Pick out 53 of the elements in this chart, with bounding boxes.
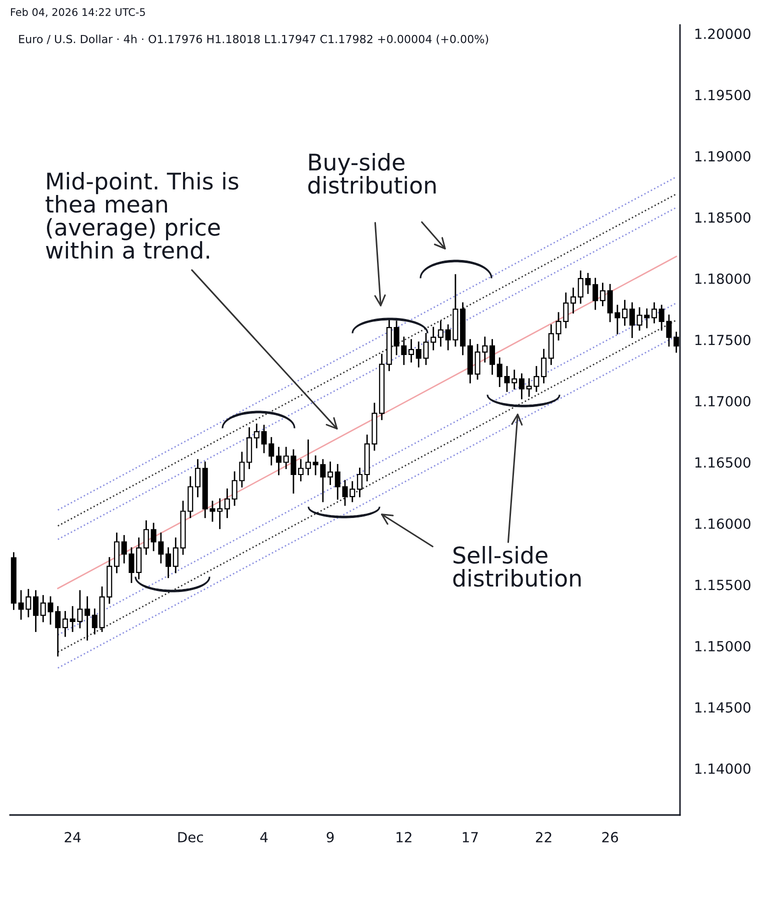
y-tick-label: 1.14000 xyxy=(695,763,750,774)
x-tick-label: 4 xyxy=(260,832,268,842)
candlestick xyxy=(570,288,576,314)
candlestick xyxy=(276,446,282,476)
candlestick xyxy=(438,320,444,347)
y-tick-label: 1.16500 xyxy=(695,457,750,468)
candlestick xyxy=(651,302,657,324)
candlestick xyxy=(33,590,39,632)
y-tick-label: 1.16000 xyxy=(695,518,750,529)
candlestick xyxy=(298,459,304,482)
candlestick xyxy=(217,498,223,530)
y-tick-label: 1.18000 xyxy=(695,274,750,284)
candlestick xyxy=(328,462,334,485)
y-tick-label: 1.15500 xyxy=(695,580,750,590)
candlestick xyxy=(84,596,90,641)
candlestick xyxy=(62,610,68,637)
candlestick xyxy=(600,282,606,306)
annotation: Mid-point. This is thea mean (average) price within a trend. xyxy=(46,172,238,259)
y-tick-label: 1.15000 xyxy=(695,640,750,652)
x-tick-label: 24 xyxy=(64,832,81,842)
candlestick xyxy=(92,608,98,634)
x-tick-label: 26 xyxy=(602,832,618,842)
y-tick-label: 1.19000 xyxy=(695,151,750,162)
x-tick-label: 12 xyxy=(396,832,412,842)
candlestick xyxy=(592,278,598,310)
candlestick xyxy=(305,440,311,476)
y-tick-label: 1.19500 xyxy=(695,90,750,100)
candlestick xyxy=(541,348,547,384)
candlestick xyxy=(622,300,628,326)
candlestick xyxy=(143,520,149,555)
candlestick xyxy=(356,468,362,498)
annotation: Sell-side distribution xyxy=(453,546,581,587)
y-tick-label: 1.18500 xyxy=(695,212,750,223)
candlestick xyxy=(224,488,230,518)
candlestick xyxy=(194,459,201,498)
y-tick-label: 1.14500 xyxy=(695,702,750,713)
candlestick xyxy=(172,538,178,574)
y-tick-label: 1.20000 xyxy=(695,28,750,40)
y-tick-label: 1.17500 xyxy=(695,334,750,346)
x-tick-label: 9 xyxy=(326,832,334,842)
y-tick-label: 1.17000 xyxy=(695,396,750,406)
x-tick-label: 17 xyxy=(462,832,478,842)
candlestick xyxy=(674,332,680,353)
candlestick xyxy=(512,370,518,390)
chart-subtitle: Feb 04, 2026 14:22 UTC-5 xyxy=(11,8,145,18)
x-tick-label: 22 xyxy=(536,832,552,842)
x-tick-label: Dec xyxy=(178,832,203,842)
candlestick xyxy=(408,339,414,363)
candlestick xyxy=(518,373,524,400)
candlestick xyxy=(489,339,496,375)
annotation: Buy-side distribution xyxy=(308,153,436,194)
candlestick xyxy=(166,547,172,578)
text: Euro / U.S. Dollar · 4h · O1.17976 H1.18018 L1.17947 C1.17982 +0.00004 (+0.00%) xyxy=(19,34,488,45)
